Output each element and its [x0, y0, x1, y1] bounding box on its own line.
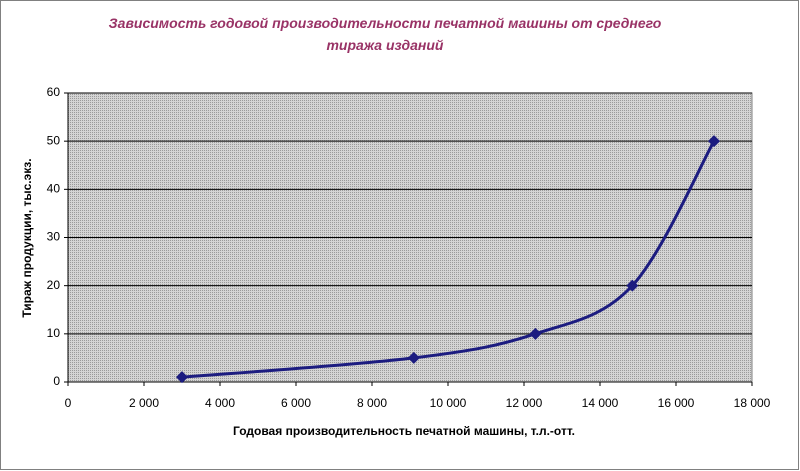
- x-tick-label: 2 000: [129, 396, 159, 410]
- y-tick-label: 50: [47, 133, 61, 147]
- y-tick-label: 0: [53, 374, 60, 388]
- x-tick-label: 8 000: [357, 396, 387, 410]
- y-tick-label: 30: [47, 230, 61, 244]
- marker: [176, 371, 188, 384]
- series-line: [181, 140, 716, 379]
- marker: [626, 279, 639, 292]
- x-tick-label: 14 000: [582, 396, 619, 410]
- marker: [529, 327, 542, 340]
- x-tick-label: 4 000: [205, 396, 235, 410]
- x-axis-label: Годовая производительность печатной маши…: [233, 424, 575, 438]
- marker: [708, 135, 720, 148]
- x-tick-label: 12 000: [506, 396, 543, 410]
- y-tick-label: 40: [47, 182, 61, 196]
- chart-title: Зависимость годовой производительности п…: [108, 15, 662, 53]
- x-tick-label: 10 000: [430, 396, 467, 410]
- y-axis-label: Тираж продукции, тыс.экз.: [20, 158, 34, 317]
- x-tick-label: 6 000: [281, 396, 311, 410]
- marker: [407, 351, 420, 364]
- y-tick-label: 10: [47, 326, 61, 340]
- y-tick-label: 20: [47, 278, 61, 292]
- x-tick-label: 0: [65, 396, 72, 410]
- x-tick-label: 16 000: [658, 396, 695, 410]
- y-tick-label: 60: [47, 85, 61, 99]
- x-tick-label: 18 000: [734, 396, 771, 410]
